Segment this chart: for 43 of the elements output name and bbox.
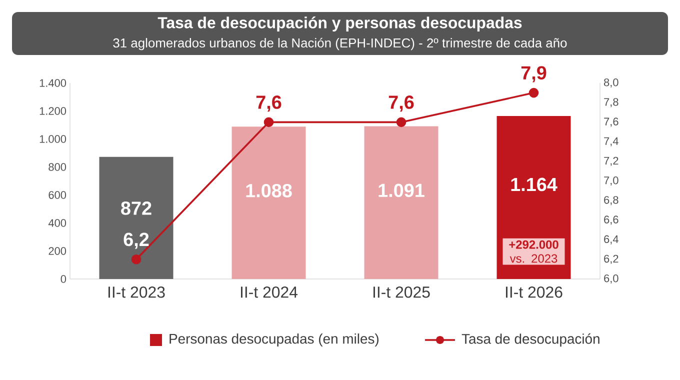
y2-tick-label: 7,4 (604, 137, 618, 146)
data-label: 7,6 (256, 96, 282, 112)
x-tick-label: II-t 2026 (506, 286, 562, 298)
y2-tick-label: 6,6 (604, 216, 618, 225)
y2-tick-label: 7,2 (604, 156, 618, 166)
bar (99, 156, 174, 279)
data-label: 1.164 (511, 178, 558, 192)
y2-tick-label: 8,0 (604, 78, 618, 88)
point (131, 254, 142, 264)
data-label: 872 (121, 201, 152, 215)
data-label: 7,9 (521, 66, 546, 82)
y-tick-label: 1.200 (40, 107, 66, 115)
data-label: 1.091 (378, 184, 424, 198)
data-label: 7,6 (388, 96, 414, 112)
data-label: 1.088 (246, 184, 292, 198)
annotation: +292.000 vs. 2023 (509, 240, 558, 263)
y2-tick-label: 7,6 (604, 118, 618, 127)
y-tick-label: 400 (48, 219, 66, 227)
point (528, 88, 539, 98)
y2-tick-label: 6,8 (604, 196, 618, 206)
y-tick-label: 1.400 (40, 79, 66, 87)
x-tick-label: II-t 2023 (108, 286, 165, 298)
point (396, 117, 406, 128)
y-tick-label: 600 (48, 191, 66, 199)
bar (232, 126, 306, 279)
y-tick-label: 800 (48, 163, 66, 171)
x-tick-label: II-t 2025 (373, 286, 430, 298)
point (264, 117, 274, 128)
y2-tick-label: 7,0 (604, 176, 618, 186)
y2-tick-label: 6,0 (604, 274, 618, 284)
data-label: 6,2 (124, 232, 149, 249)
legend-label: Personas desocupadas (en miles) (170, 333, 378, 346)
y-tick-label: 1.000 (40, 135, 66, 143)
bar (364, 126, 438, 279)
y2-tick-label: 6,4 (604, 235, 618, 244)
chart-subtitle: 31 aglomerados urbanos de la Nación (EPH-INDEC) - 2º trimestre de cada año (113, 38, 567, 50)
x-tick-label: II-t 2024 (240, 286, 298, 298)
y-tick-label: 0 (60, 275, 66, 283)
y-tick-label: 200 (48, 247, 66, 255)
y2-tick-label: 7,8 (604, 98, 618, 108)
legend-label: Tasa de desocupación (462, 333, 600, 347)
y2-tick-label: 6,2 (604, 254, 618, 264)
chart-title: Tasa de desocupación y personas desocupadas (158, 16, 522, 32)
